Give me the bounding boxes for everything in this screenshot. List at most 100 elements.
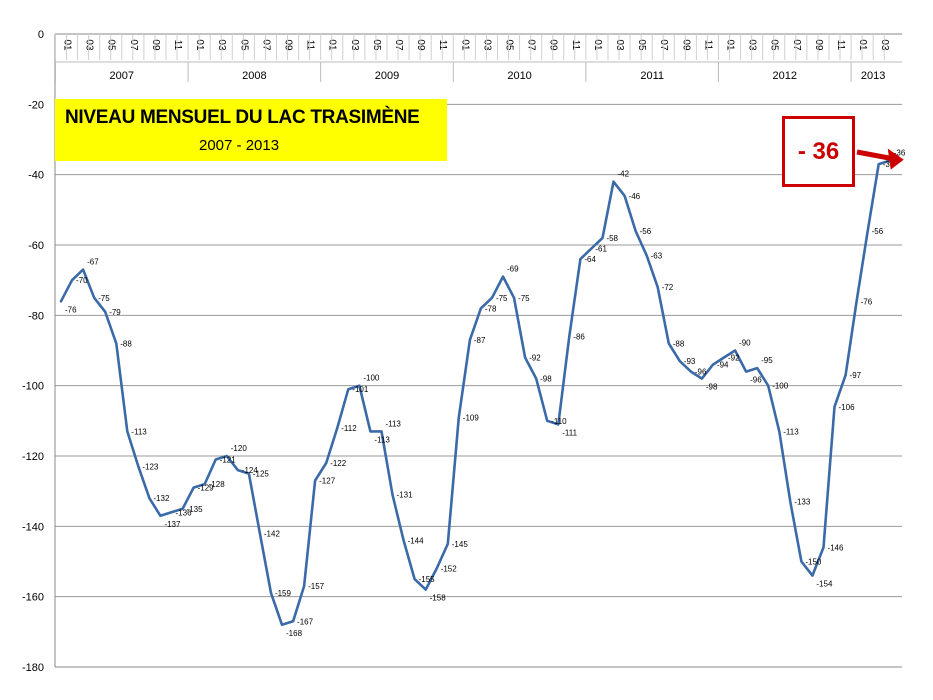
- x-year-label: 2010: [507, 70, 531, 82]
- data-label: -36: [894, 149, 906, 158]
- data-label: -133: [794, 498, 811, 507]
- callout-arrow-head: [887, 148, 904, 170]
- data-label: -75: [496, 294, 508, 303]
- x-year-label: 2008: [242, 70, 266, 82]
- data-label: -98: [540, 375, 552, 384]
- data-label: -158: [430, 594, 447, 603]
- data-label: -123: [142, 463, 159, 472]
- data-label: -167: [297, 617, 314, 626]
- series-line: [59, 159, 892, 627]
- y-tick-label: -60: [28, 240, 44, 252]
- data-label: -128: [209, 480, 226, 489]
- data-label: -56: [640, 227, 652, 236]
- data-label: -159: [275, 589, 292, 598]
- data-label: -145: [452, 540, 469, 549]
- data-label: -75: [98, 294, 110, 303]
- data-label: -125: [253, 470, 270, 479]
- y-tick-label: -140: [22, 521, 44, 533]
- data-label: -67: [87, 258, 99, 267]
- x-year-label: 2013: [861, 70, 885, 82]
- data-label: -96: [695, 368, 707, 377]
- data-label: -113: [783, 427, 799, 436]
- data-label: -142: [264, 529, 281, 538]
- data-label: -88: [120, 339, 132, 348]
- data-label: -137: [164, 520, 181, 529]
- data-label: -98: [706, 383, 718, 392]
- x-year-label: 2007: [110, 70, 134, 82]
- data-label: -110: [551, 417, 567, 426]
- chart-title-box: NIVEAU MENSUEL DU LAC TRASIMÈNE 2007 - 2…: [55, 99, 447, 161]
- data-label: -144: [408, 536, 425, 545]
- data-label: -78: [485, 304, 497, 313]
- data-label: -42: [618, 170, 630, 179]
- data-label: -97: [850, 371, 862, 380]
- y-tick-label: -100: [22, 381, 44, 393]
- y-tick-label: 0: [38, 29, 44, 41]
- data-label: -63: [651, 252, 663, 261]
- data-label: -113: [374, 435, 390, 444]
- data-label: -121: [220, 456, 237, 465]
- data-label: -127: [319, 477, 336, 486]
- chart-title: NIVEAU MENSUEL DU LAC TRASIMÈNE: [65, 107, 420, 128]
- data-label: -120: [231, 444, 248, 453]
- chart-subtitle: 2007 - 2013: [199, 137, 280, 154]
- data-label: -157: [308, 582, 325, 591]
- y-tick-label: -120: [22, 451, 44, 463]
- y-tick-label: -20: [28, 99, 44, 111]
- data-label: -88: [673, 339, 685, 348]
- x-year-label: 2009: [375, 70, 399, 82]
- data-label: -101: [352, 385, 369, 394]
- data-label: -92: [728, 354, 740, 363]
- y-tick-label: -180: [22, 662, 44, 674]
- data-label: -152: [441, 565, 458, 574]
- data-label: -75: [518, 294, 530, 303]
- data-label: -92: [529, 354, 541, 363]
- data-label: -76: [861, 297, 873, 306]
- data-label: -146: [827, 543, 844, 552]
- data-label: -87: [474, 336, 486, 345]
- x-year-label: 2011: [640, 70, 664, 82]
- data-label: -136: [176, 508, 193, 517]
- data-label: -79: [109, 308, 121, 317]
- data-label: -69: [507, 265, 519, 274]
- data-label: -113: [131, 427, 147, 436]
- data-label: -58: [606, 234, 618, 243]
- data-label: -122: [330, 459, 347, 468]
- data-label: -124: [242, 466, 259, 475]
- x-year-label: 2012: [773, 70, 797, 82]
- data-label: -154: [816, 580, 833, 589]
- data-label: -46: [629, 192, 641, 201]
- data-label: -100: [363, 374, 380, 383]
- data-label: -106: [839, 403, 856, 412]
- data-label: -37: [883, 160, 895, 169]
- data-label: -112: [341, 424, 357, 433]
- data-label: -111: [562, 428, 577, 437]
- latest-value-callout: - 36: [782, 116, 855, 187]
- data-label: -72: [662, 283, 674, 292]
- data-label: -86: [573, 332, 585, 341]
- data-label: -150: [805, 558, 822, 567]
- data-label: -93: [684, 357, 696, 366]
- y-tick-label: -160: [22, 592, 44, 604]
- data-label: -131: [397, 491, 414, 500]
- data-label: -90: [739, 339, 751, 348]
- y-tick-label: -40: [28, 170, 44, 182]
- data-label: -129: [198, 484, 215, 493]
- data-label: -155: [419, 575, 436, 584]
- data-label: -56: [872, 227, 884, 236]
- data-label: -100: [772, 382, 789, 391]
- data-label: -95: [761, 356, 773, 365]
- data-label: -168: [286, 629, 303, 638]
- data-label: -132: [153, 494, 170, 503]
- data-label: -109: [463, 413, 480, 422]
- data-label: -64: [584, 255, 596, 264]
- data-label: -76: [65, 305, 77, 314]
- data-label: -135: [187, 505, 204, 514]
- data-label: -70: [76, 276, 88, 285]
- data-label: -113: [385, 419, 401, 428]
- data-label: -96: [750, 376, 762, 385]
- data-label: -94: [717, 361, 729, 370]
- y-tick-label: -80: [28, 310, 44, 322]
- data-label: -61: [595, 245, 607, 254]
